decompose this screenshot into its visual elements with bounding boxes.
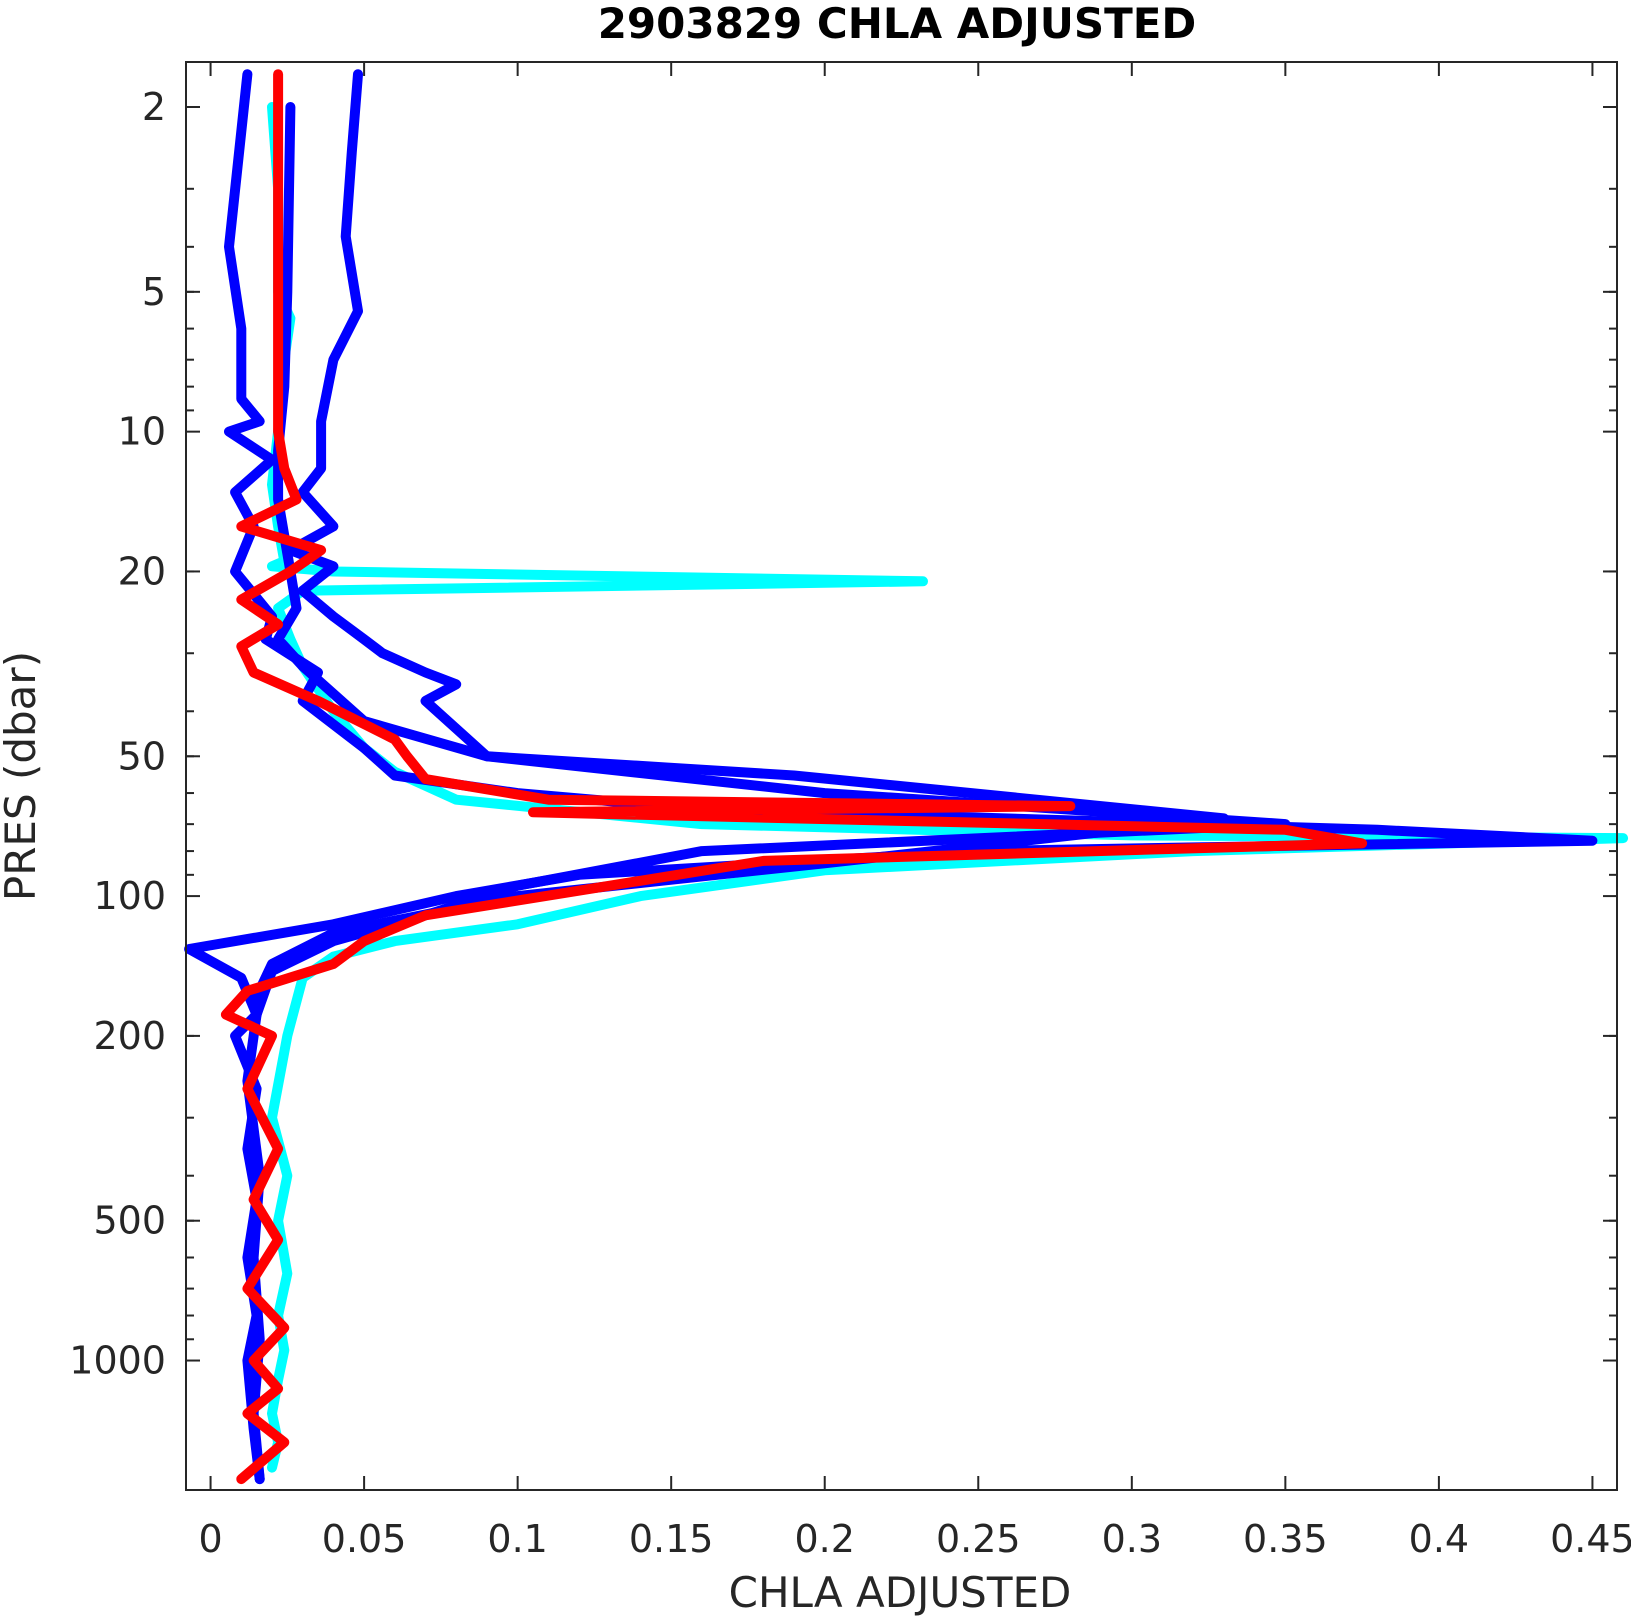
x-axis-ticks: 0 0.05 0.1 0.15 0.2 0.25 0.3 0.35 0.4 0.45 bbox=[198, 62, 1631, 1561]
y-tick-label: 50 bbox=[118, 734, 166, 778]
y-tick-label: 2 bbox=[142, 85, 166, 129]
x-tick-label: 0.45 bbox=[1550, 1517, 1631, 1561]
x-tick-label: 0.1 bbox=[487, 1517, 547, 1561]
profile-line-3 bbox=[242, 69, 1291, 1485]
x-tick-label: 0.2 bbox=[795, 1517, 855, 1561]
x-tick-label: 0.15 bbox=[629, 1517, 714, 1561]
x-tick-label: 0.35 bbox=[1243, 1517, 1328, 1561]
profile-line-5 bbox=[220, 69, 1368, 1485]
x-tick-label: 0.25 bbox=[936, 1517, 1021, 1561]
series-layer bbox=[184, 69, 1629, 1485]
y-tick-label: 500 bbox=[93, 1199, 166, 1243]
x-axis-label: CHLA ADJUSTED bbox=[729, 1568, 1072, 1617]
y-tick-label: 200 bbox=[93, 1014, 166, 1058]
x-tick-label: 0.4 bbox=[1409, 1517, 1469, 1561]
y-tick-label: 20 bbox=[118, 549, 166, 593]
x-tick-label: 0 bbox=[198, 1517, 222, 1561]
x-tick-label: 0.05 bbox=[322, 1517, 407, 1561]
y-tick-label: 1000 bbox=[69, 1339, 166, 1383]
y-tick-label: 100 bbox=[93, 874, 166, 918]
y-axis-ticks: 2 5 10 20 50 100 200 500 1000 bbox=[69, 85, 1617, 1383]
x-tick-label: 0.3 bbox=[1102, 1517, 1162, 1561]
plot-frame bbox=[185, 61, 1618, 1491]
y-axis-label: PRES (dbar) bbox=[0, 651, 45, 901]
chart-title: 2903829 CHLA ADJUSTED bbox=[598, 0, 1197, 48]
y-tick-label: 10 bbox=[118, 410, 166, 454]
y-tick-label: 5 bbox=[142, 270, 166, 314]
profile-line-2 bbox=[184, 69, 1598, 1485]
